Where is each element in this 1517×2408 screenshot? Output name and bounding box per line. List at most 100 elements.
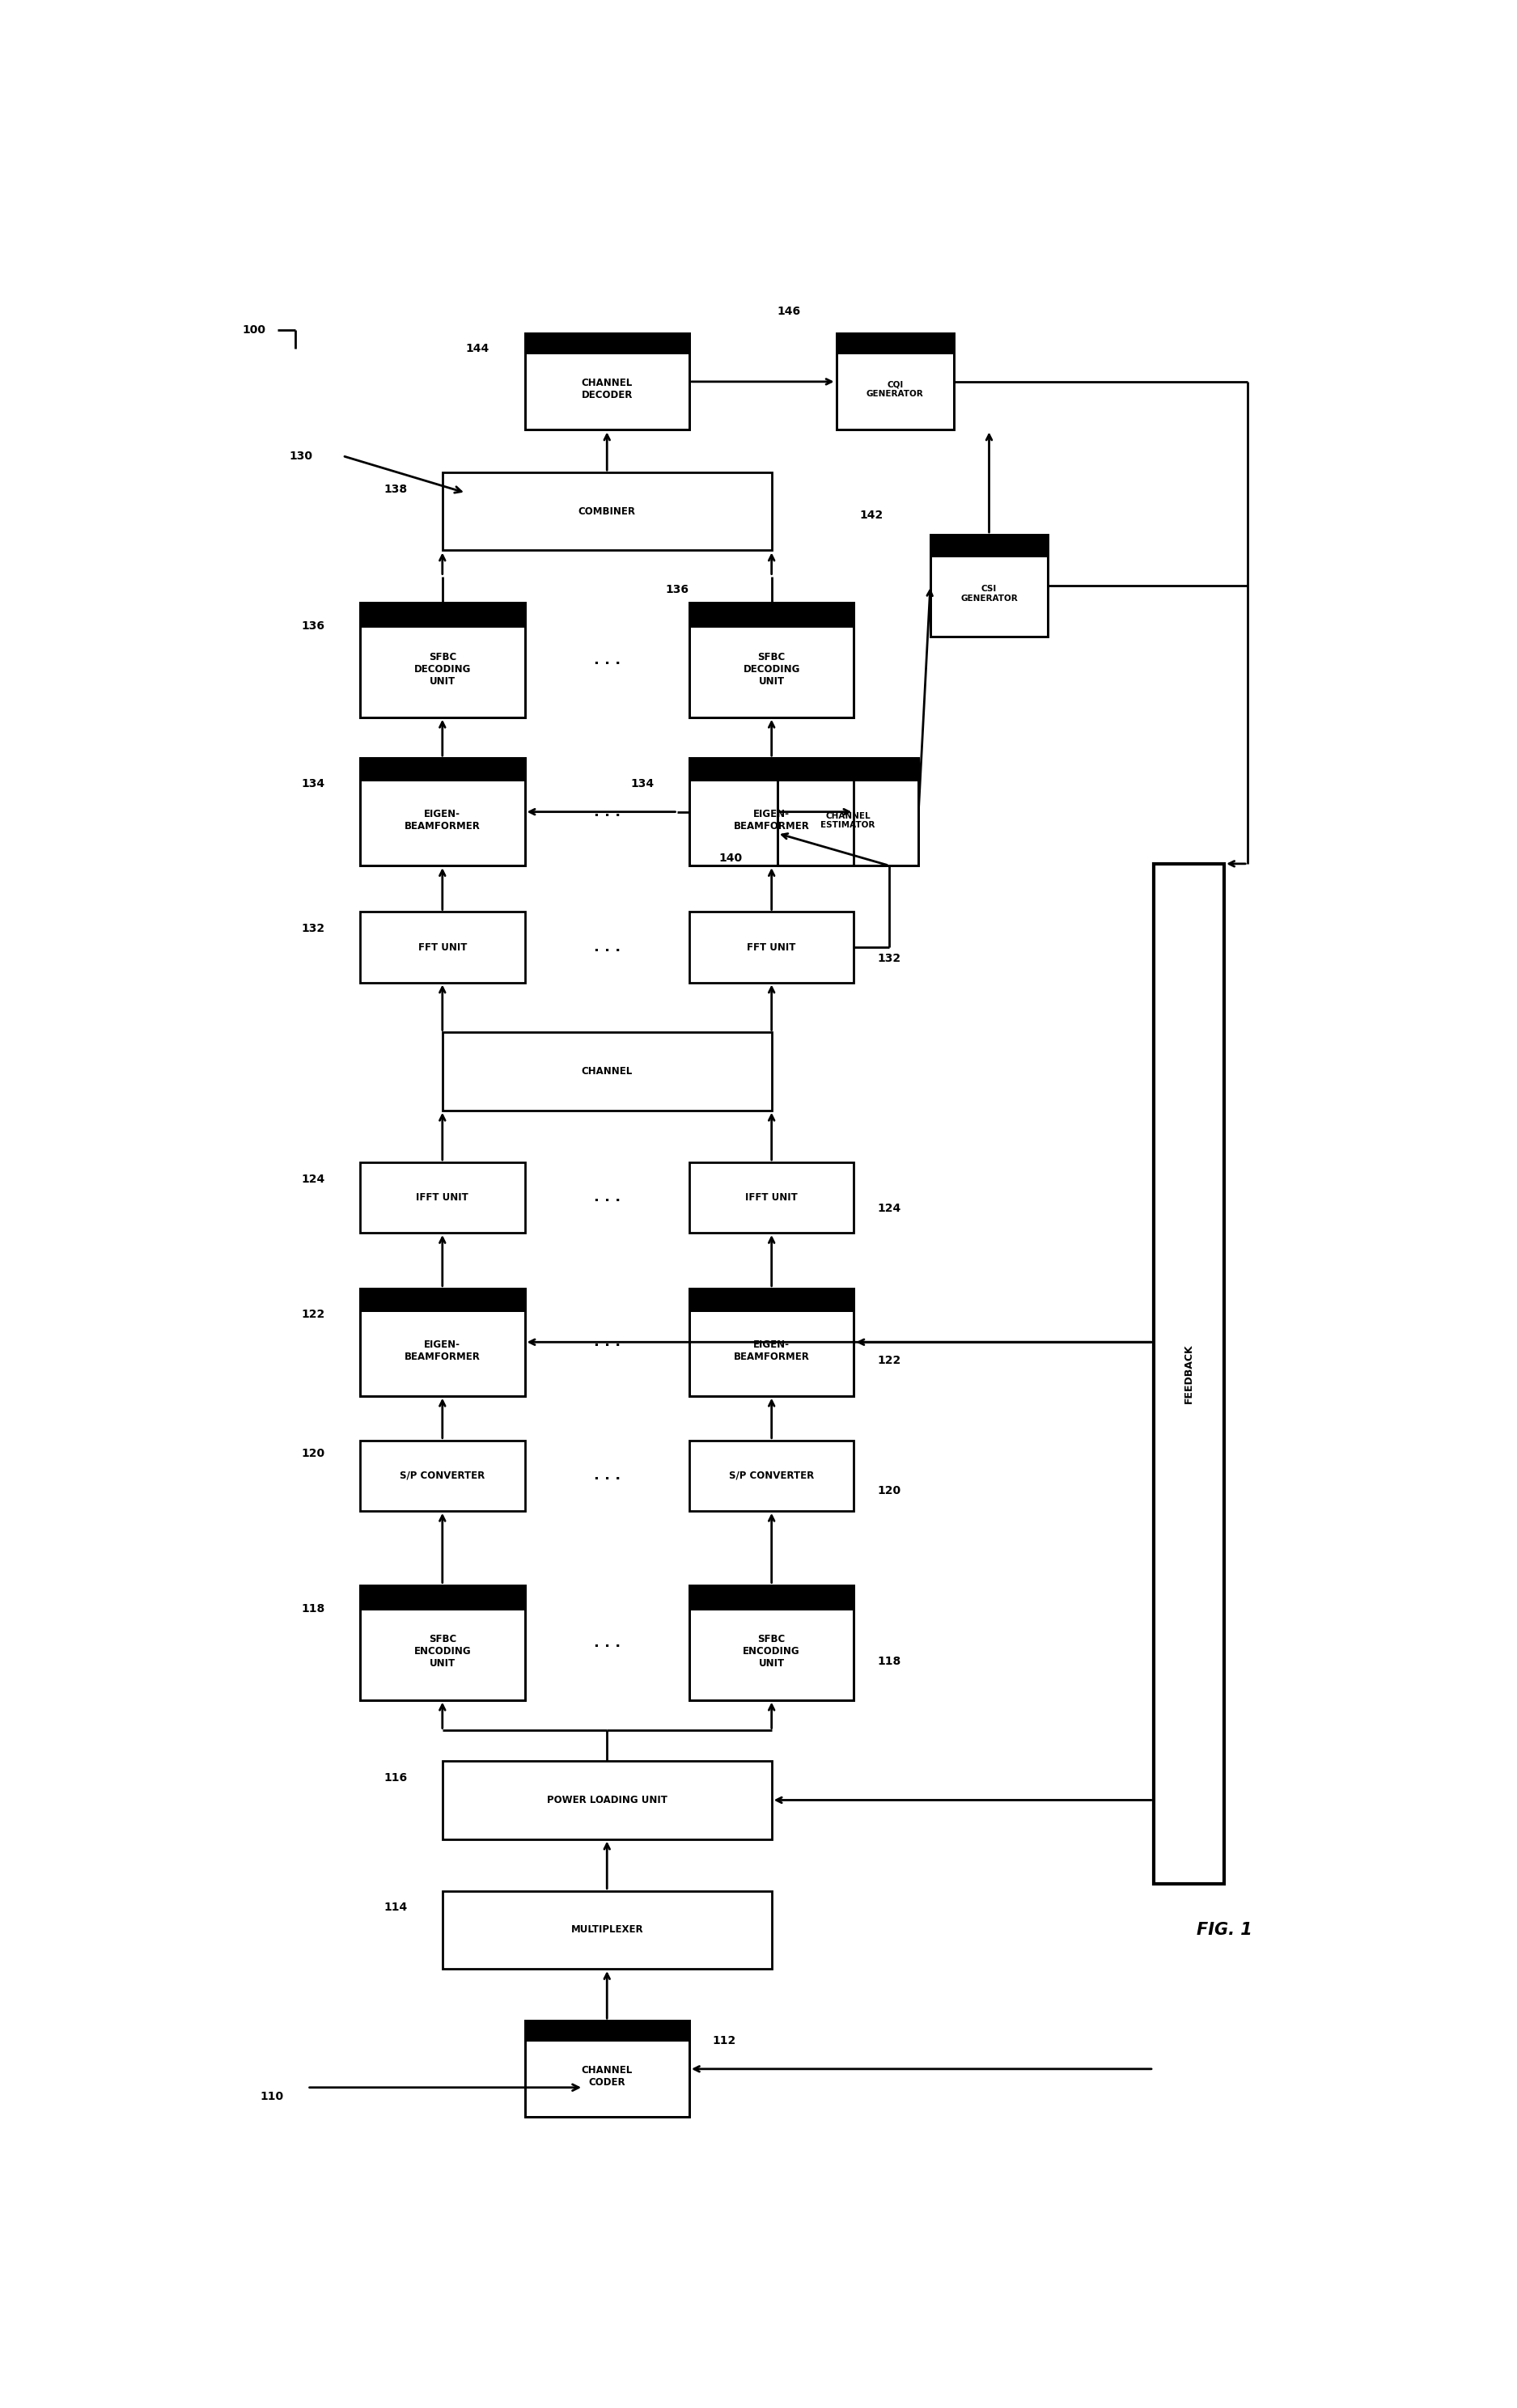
Bar (525, 332, 689, 431)
Text: . . .: . . . (593, 804, 620, 819)
Bar (443, 472, 772, 551)
Bar (930, 535, 1048, 636)
Bar (525, 332, 689, 431)
Bar (525, 332, 689, 354)
Text: . . .: . . . (593, 1190, 620, 1204)
Bar (525, 2020, 689, 2042)
Text: 118: 118 (877, 1654, 901, 1666)
Text: 146: 146 (777, 306, 801, 318)
Text: 120: 120 (877, 1486, 901, 1495)
Bar (360, 1584, 525, 1611)
Bar (778, 759, 919, 864)
Text: . . .: . . . (593, 1469, 620, 1483)
Bar (836, 332, 954, 431)
Bar (689, 759, 854, 864)
Bar (689, 602, 854, 718)
Text: FFT UNIT: FFT UNIT (748, 942, 796, 954)
Bar (443, 1033, 772, 1110)
Text: 110: 110 (259, 2090, 284, 2102)
Bar (443, 1760, 772, 1840)
Bar (689, 759, 854, 864)
Bar (360, 1163, 525, 1233)
Bar (689, 1584, 854, 1611)
Bar (360, 602, 525, 718)
Text: CHANNEL: CHANNEL (581, 1067, 633, 1076)
Bar (689, 1163, 854, 1233)
Text: 136: 136 (302, 621, 325, 631)
Text: SFBC
DECODING
UNIT: SFBC DECODING UNIT (414, 653, 470, 686)
Bar (525, 2020, 689, 2117)
Text: 144: 144 (466, 342, 490, 354)
Bar (360, 602, 525, 718)
Text: S/P CONVERTER: S/P CONVERTER (730, 1471, 815, 1481)
Bar (689, 1288, 854, 1312)
Text: CHANNEL
DECODER: CHANNEL DECODER (581, 378, 633, 400)
Text: 124: 124 (877, 1204, 901, 1214)
Text: EIGEN-
BEAMFORMER: EIGEN- BEAMFORMER (734, 1339, 810, 1363)
Bar (360, 759, 525, 783)
Bar (689, 1288, 854, 1397)
Bar (689, 759, 854, 783)
Text: S/P CONVERTER: S/P CONVERTER (400, 1471, 485, 1481)
Bar (689, 602, 854, 718)
Text: 116: 116 (384, 1772, 407, 1784)
Bar (360, 602, 525, 628)
Text: POWER LOADING UNIT: POWER LOADING UNIT (546, 1794, 667, 1806)
Text: SFBC
ENCODING
UNIT: SFBC ENCODING UNIT (743, 1635, 799, 1669)
Text: 114: 114 (384, 1902, 407, 1914)
Text: CQI
GENERATOR: CQI GENERATOR (866, 380, 924, 397)
Bar (525, 2020, 689, 2117)
Text: . . .: . . . (593, 653, 620, 667)
Text: FEEDBACK: FEEDBACK (1183, 1344, 1194, 1404)
Bar (930, 535, 1048, 556)
Text: 122: 122 (877, 1356, 901, 1365)
Text: 134: 134 (302, 778, 325, 790)
Text: SFBC
DECODING
UNIT: SFBC DECODING UNIT (743, 653, 799, 686)
Text: 132: 132 (877, 954, 901, 963)
Text: EIGEN-
BEAMFORMER: EIGEN- BEAMFORMER (405, 809, 481, 831)
Text: CSI
GENERATOR: CSI GENERATOR (960, 585, 1018, 602)
Text: SFBC
ENCODING
UNIT: SFBC ENCODING UNIT (414, 1635, 470, 1669)
Text: CHANNEL
ESTIMATOR: CHANNEL ESTIMATOR (821, 811, 875, 828)
Text: IFFT UNIT: IFFT UNIT (416, 1192, 469, 1202)
Text: FFT UNIT: FFT UNIT (419, 942, 467, 954)
Bar (360, 759, 525, 864)
Text: 132: 132 (302, 922, 325, 934)
Bar (930, 535, 1048, 636)
Bar (360, 1584, 525, 1700)
Bar (689, 1584, 854, 1700)
Bar (360, 1584, 525, 1700)
Text: 120: 120 (302, 1447, 325, 1459)
Bar (360, 1288, 525, 1312)
Bar (836, 332, 954, 431)
Bar (443, 1890, 772, 1970)
Text: 138: 138 (384, 484, 407, 496)
Bar (1154, 864, 1224, 1883)
Text: FIG. 1: FIG. 1 (1197, 1922, 1252, 1938)
Bar (689, 1288, 854, 1397)
Bar (689, 913, 854, 982)
Text: 134: 134 (631, 778, 654, 790)
Bar (689, 1584, 854, 1700)
Text: 130: 130 (290, 450, 313, 462)
Bar (360, 759, 525, 864)
Bar (689, 602, 854, 628)
Text: . . .: . . . (593, 1635, 620, 1649)
Bar (778, 759, 919, 864)
Text: 118: 118 (302, 1604, 325, 1616)
Text: COMBINER: COMBINER (578, 506, 636, 518)
Text: MULTIPLEXER: MULTIPLEXER (570, 1924, 643, 1936)
Bar (360, 913, 525, 982)
Bar (689, 1440, 854, 1510)
Text: . . .: . . . (593, 1334, 620, 1348)
Text: 124: 124 (302, 1173, 325, 1185)
Text: . . .: . . . (593, 939, 620, 954)
Bar (360, 1288, 525, 1397)
Bar (360, 1288, 525, 1397)
Text: 142: 142 (860, 510, 883, 520)
Text: EIGEN-
BEAMFORMER: EIGEN- BEAMFORMER (405, 1339, 481, 1363)
Text: 140: 140 (719, 852, 742, 864)
Text: IFFT UNIT: IFFT UNIT (745, 1192, 798, 1202)
Bar (836, 332, 954, 354)
Bar (360, 1440, 525, 1510)
